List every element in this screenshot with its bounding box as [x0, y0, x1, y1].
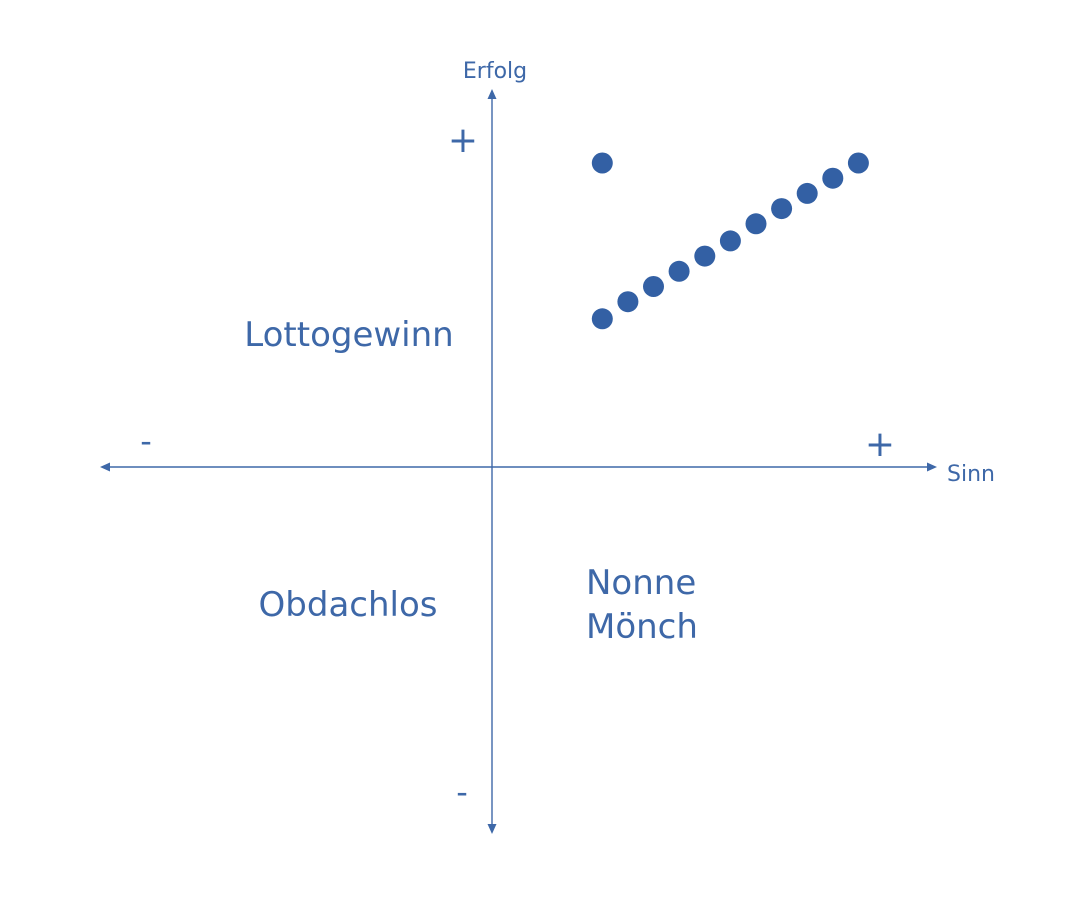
x-plus-sign: + — [865, 424, 895, 465]
data-points — [591, 152, 869, 330]
series-point-5 — [694, 245, 716, 267]
y-minus-sign: - — [456, 773, 468, 811]
y-axis-bottom-arrow — [487, 824, 497, 834]
series-point-8 — [771, 198, 793, 220]
series-point-2 — [617, 291, 639, 313]
series-point-1 — [591, 308, 613, 330]
series-point-3 — [643, 276, 664, 297]
x-axis-right-arrow — [927, 462, 937, 472]
series-point-10 — [822, 167, 844, 189]
series-point-4 — [668, 260, 690, 282]
quadrant-label-moench: Mönch — [586, 607, 698, 647]
quadrant-label-obdachlos: Obdachlos — [259, 585, 438, 625]
y-axis-top-arrow — [487, 89, 497, 99]
y-axis-label: Erfolg — [463, 59, 527, 84]
y-plus-sign: + — [448, 120, 478, 161]
quadrant-label-lottogewinn: Lottogewinn — [244, 315, 453, 355]
series-point-9 — [796, 182, 818, 204]
series-point-11 — [847, 152, 869, 174]
series-point-6 — [719, 230, 741, 252]
quadrant-label-nonne: Nonne — [586, 563, 696, 603]
x-axis-label: Sinn — [947, 462, 995, 487]
series-point-7 — [745, 213, 767, 235]
outlier-point — [591, 152, 613, 174]
x-minus-sign: - — [140, 422, 152, 460]
x-axis-left-arrow — [100, 462, 110, 472]
